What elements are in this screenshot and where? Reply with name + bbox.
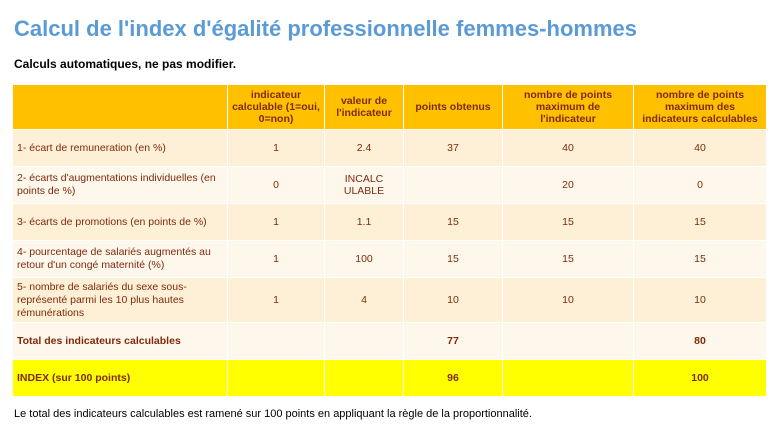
cell-points <box>403 166 503 204</box>
row-label: 5- nombre de salariés du sexe sous-repré… <box>12 277 228 323</box>
cell-valeur: 2.4 <box>324 129 404 167</box>
total-empty <box>324 322 404 360</box>
cell-valeur: 4 <box>324 277 404 323</box>
cell-calculable: 1 <box>227 277 325 323</box>
index-max: 100 <box>633 359 767 397</box>
total-points: 77 <box>403 322 503 360</box>
header-calculable: indicateur calculable (1=oui, 0=non) <box>227 84 325 130</box>
index-empty <box>227 359 325 397</box>
row-label: 2- écarts d'augmentations individuelles … <box>12 166 228 204</box>
header-label <box>12 84 228 130</box>
cell-max-indicateur: 40 <box>502 129 634 167</box>
total-empty <box>502 322 634 360</box>
cell-max-calculables: 40 <box>633 129 767 167</box>
index-label: INDEX (sur 100 points) <box>12 359 228 397</box>
cell-calculable: 1 <box>227 203 325 241</box>
index-points: 96 <box>403 359 503 397</box>
cell-max-calculables: 15 <box>633 240 767 278</box>
cell-points: 15 <box>403 240 503 278</box>
total-row: Total des indicateurs calculables 77 80 <box>12 322 767 360</box>
cell-max-indicateur: 20 <box>502 166 634 204</box>
row-label: 3- écarts de promotions (en points de %) <box>12 203 228 241</box>
header-valeur: valeur de l'indicateur <box>324 84 404 130</box>
cell-points: 37 <box>403 129 503 167</box>
cell-calculable: 0 <box>227 166 325 204</box>
index-row: INDEX (sur 100 points) 96 100 <box>12 359 767 397</box>
row-label: 1- écart de remuneration (en %) <box>12 129 228 167</box>
table-row: 3- écarts de promotions (en points de %)… <box>12 203 767 241</box>
header-points: points obtenus <box>403 84 503 130</box>
index-table: indicateur calculable (1=oui, 0=non) val… <box>12 84 767 397</box>
row-label: 4- pourcentage de salariés augmentés au … <box>12 240 228 278</box>
subtitle: Calculs automatiques, ne pas modifier. <box>14 57 237 71</box>
header-max-indicateur: nombre de points maximum de l'indicateur <box>502 84 634 130</box>
cell-max-indicateur: 15 <box>502 203 634 241</box>
cell-valeur: 1.1 <box>324 203 404 241</box>
cell-max-calculables: 10 <box>633 277 767 323</box>
index-empty <box>502 359 634 397</box>
cell-max-calculables: 15 <box>633 203 767 241</box>
total-max: 80 <box>633 322 767 360</box>
cell-points: 15 <box>403 203 503 241</box>
cell-max-indicateur: 15 <box>502 240 634 278</box>
cell-points: 10 <box>403 277 503 323</box>
cell-valeur: 100 <box>324 240 404 278</box>
page-title: Calcul de l'index d'égalité professionne… <box>14 16 637 41</box>
cell-calculable: 1 <box>227 240 325 278</box>
total-label: Total des indicateurs calculables <box>12 322 228 360</box>
cell-calculable: 1 <box>227 129 325 167</box>
cell-max-indicateur: 10 <box>502 277 634 323</box>
footnote: Le total des indicateurs calculables est… <box>14 408 532 420</box>
cell-max-calculables: 0 <box>633 166 767 204</box>
table-row: 5- nombre de salariés du sexe sous-repré… <box>12 277 767 323</box>
header-max-calculables: nombre de points maximum des indicateurs… <box>633 84 767 130</box>
cell-valeur: INCALC ULABLE <box>324 166 404 204</box>
table-header-row: indicateur calculable (1=oui, 0=non) val… <box>12 84 767 130</box>
table-row: 2- écarts d'augmentations individuelles … <box>12 166 767 204</box>
total-empty <box>227 322 325 360</box>
table-row: 1- écart de remuneration (en %) 1 2.4 37… <box>12 129 767 167</box>
table-row: 4- pourcentage de salariés augmentés au … <box>12 240 767 278</box>
index-empty <box>324 359 404 397</box>
